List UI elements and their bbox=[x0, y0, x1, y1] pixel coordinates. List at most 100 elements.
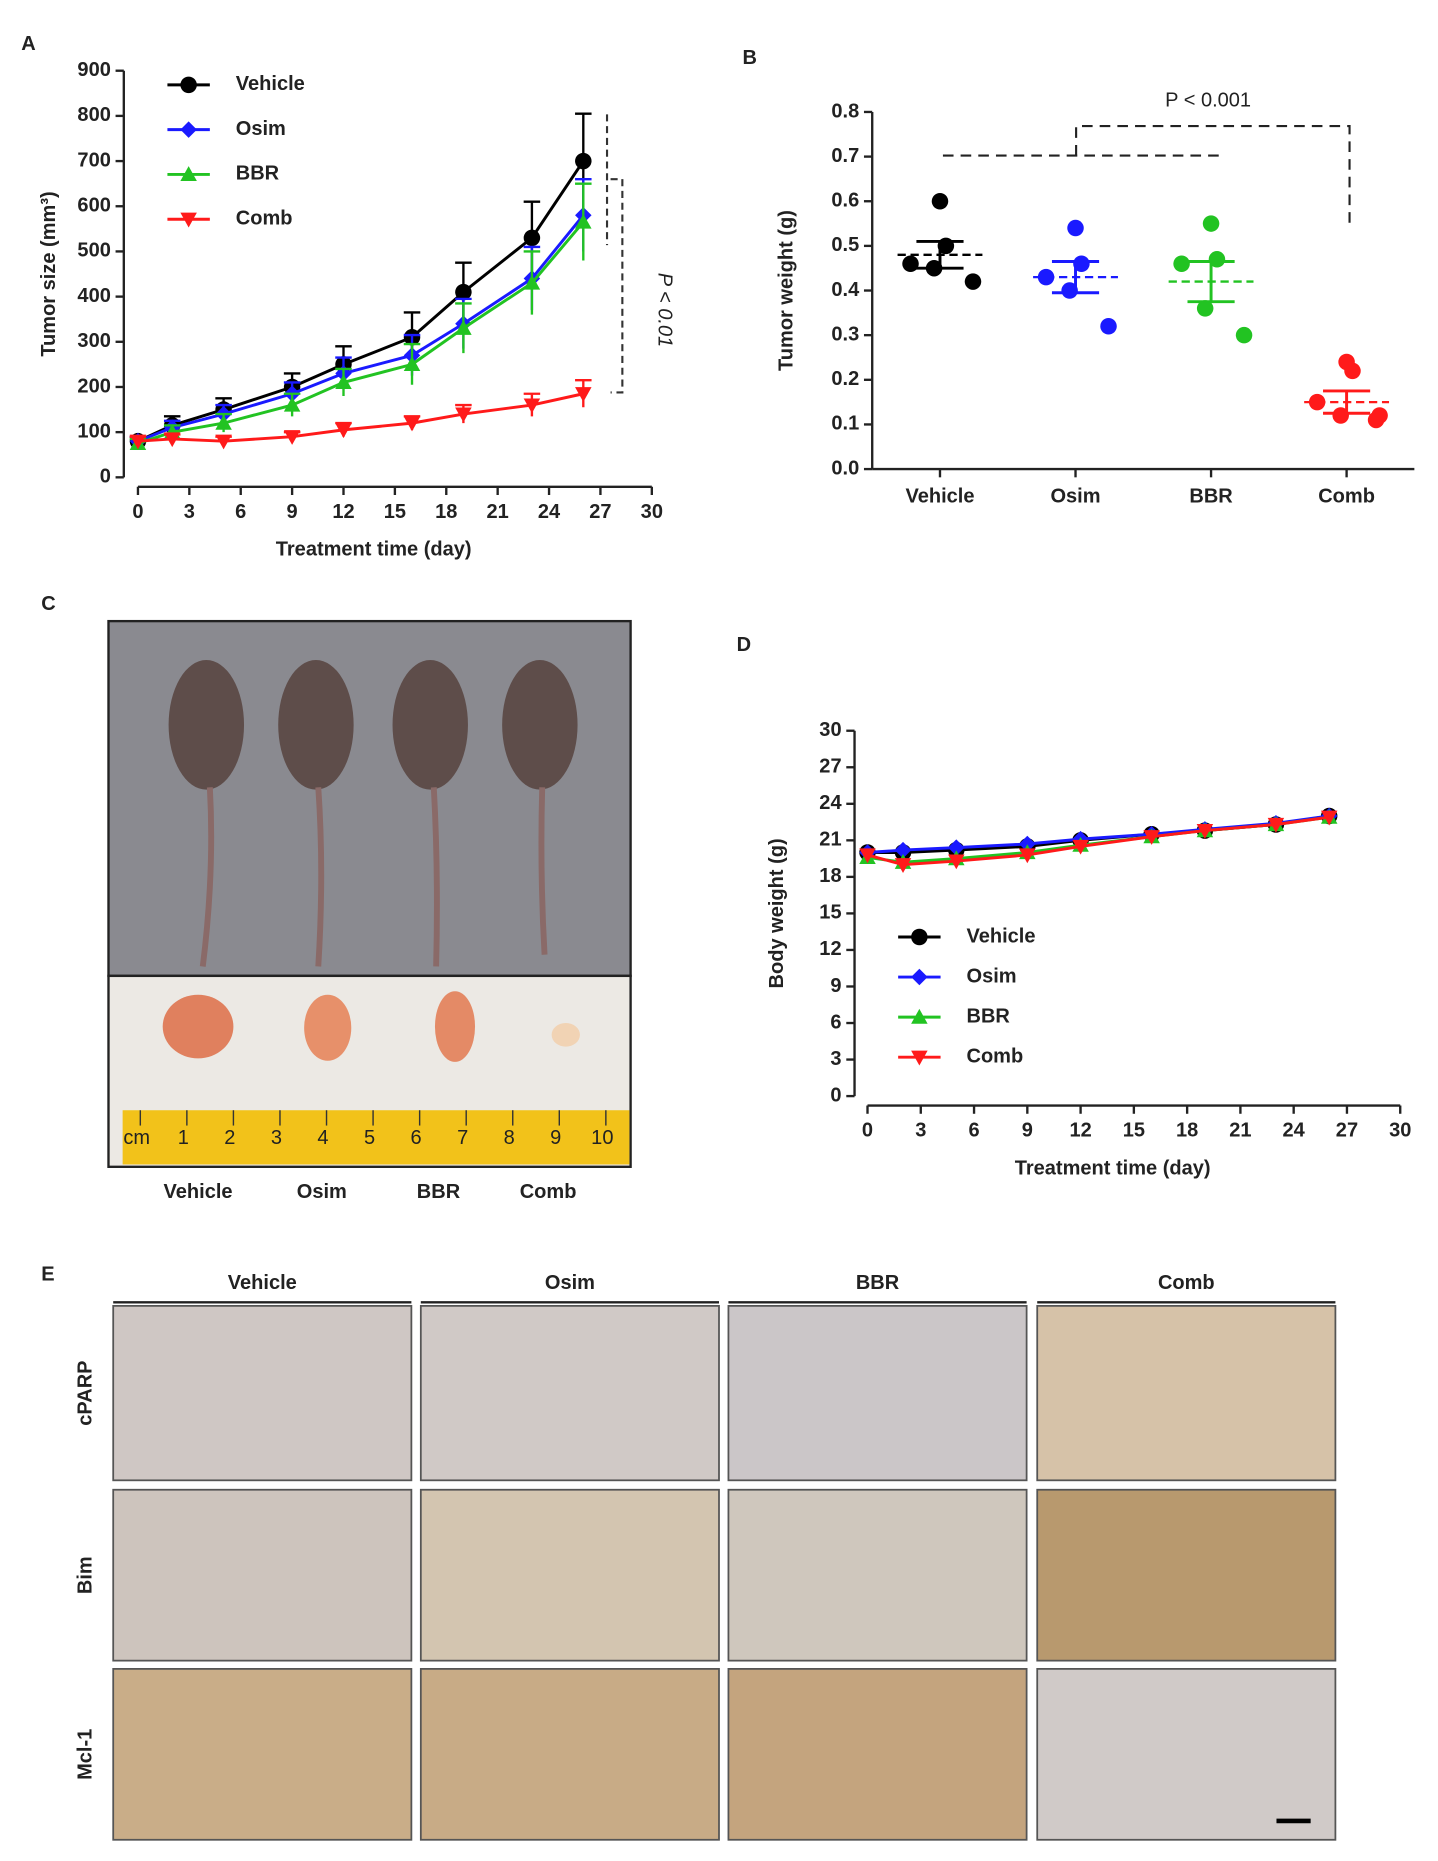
marker bbox=[911, 1008, 928, 1024]
y-tick-label: 0.3 bbox=[831, 323, 859, 345]
x-tick-label: Comb bbox=[1318, 486, 1375, 508]
p-value: P < 0.001 bbox=[1165, 90, 1251, 112]
p-value: P < 0.01 bbox=[653, 273, 675, 347]
marker bbox=[335, 374, 352, 390]
data-point bbox=[1061, 282, 1078, 299]
data-point bbox=[1202, 215, 1220, 232]
x-tick-label: 6 bbox=[235, 501, 246, 523]
group-label: BBR bbox=[417, 1181, 461, 1203]
marker bbox=[523, 274, 541, 290]
marker bbox=[1019, 835, 1036, 853]
row-label: cPARP bbox=[74, 1360, 96, 1425]
marker bbox=[948, 854, 965, 870]
data-point bbox=[1100, 317, 1117, 335]
marker bbox=[1320, 810, 1338, 826]
marker bbox=[575, 152, 592, 170]
panel-letter: C bbox=[41, 593, 55, 615]
ruler-label: 3 bbox=[271, 1127, 282, 1149]
marker bbox=[403, 416, 421, 432]
marker bbox=[129, 434, 147, 450]
y-tick-label: 0.8 bbox=[831, 100, 859, 122]
panel-letter: E bbox=[41, 1264, 54, 1286]
ruler-label: 6 bbox=[411, 1127, 422, 1149]
ihc-tile bbox=[419, 1304, 720, 1482]
y-axis-label: Tumor weight (g) bbox=[776, 210, 798, 371]
marker bbox=[894, 841, 912, 859]
data-point bbox=[1367, 411, 1385, 429]
data-point bbox=[964, 273, 982, 290]
y-tick-label: 300 bbox=[77, 330, 110, 352]
y-tick-label: 200 bbox=[77, 375, 110, 397]
y-tick-label: 0.0 bbox=[831, 457, 859, 479]
y-tick-label: 30 bbox=[819, 719, 841, 741]
data-point bbox=[931, 192, 949, 210]
data-point bbox=[1208, 251, 1226, 268]
legend-label: Vehicle bbox=[236, 73, 305, 95]
y-tick-label: 0 bbox=[830, 1084, 841, 1106]
row-label: Mcl-1 bbox=[74, 1729, 96, 1780]
x-tick-label: BBR bbox=[1189, 486, 1233, 508]
marker bbox=[894, 858, 912, 873]
y-tick-label: 0.7 bbox=[831, 145, 859, 167]
y-tick-label: 0.6 bbox=[831, 190, 859, 212]
panel-letter: D bbox=[737, 634, 751, 656]
data-point bbox=[1073, 255, 1090, 272]
marker bbox=[575, 213, 592, 229]
y-tick-label: 24 bbox=[819, 792, 842, 814]
y-tick-label: 800 bbox=[77, 104, 110, 126]
marker bbox=[180, 76, 197, 94]
x-tick-label: 18 bbox=[435, 501, 457, 523]
group-label: Comb bbox=[520, 1181, 577, 1203]
panel-letter: B bbox=[743, 47, 757, 69]
y-tick-label: 21 bbox=[819, 829, 841, 851]
marker bbox=[575, 387, 592, 402]
column-header: BBR bbox=[856, 1272, 900, 1294]
y-tick-label: 500 bbox=[77, 240, 110, 262]
row-label: Bim bbox=[74, 1556, 96, 1594]
y-tick-label: 15 bbox=[819, 902, 841, 924]
legend-label: BBR bbox=[236, 163, 280, 185]
y-tick-label: 3 bbox=[830, 1048, 841, 1070]
marker bbox=[215, 414, 232, 430]
x-tick-label: 27 bbox=[1336, 1120, 1358, 1142]
marker bbox=[283, 396, 301, 412]
marker bbox=[335, 423, 352, 439]
ruler-label: 1 bbox=[178, 1127, 189, 1149]
marker bbox=[1267, 817, 1285, 833]
marker bbox=[455, 283, 472, 301]
ihc-tile bbox=[1036, 1304, 1337, 1482]
marker bbox=[163, 432, 181, 448]
ruler-label: 8 bbox=[504, 1127, 515, 1149]
marker bbox=[911, 928, 928, 946]
x-tick-label: 15 bbox=[384, 501, 406, 523]
x-tick-label: 9 bbox=[287, 501, 298, 523]
series-line bbox=[137, 221, 585, 445]
group-label: Vehicle bbox=[164, 1181, 233, 1203]
ihc-tile bbox=[727, 1668, 1028, 1841]
x-tick-label: 21 bbox=[487, 501, 509, 523]
x-tick-label: 3 bbox=[184, 501, 195, 523]
marker bbox=[455, 319, 472, 335]
sem-bar bbox=[1051, 260, 1100, 295]
data-point bbox=[1344, 362, 1361, 380]
x-tick-label: 27 bbox=[589, 501, 611, 523]
y-tick-label: 0 bbox=[100, 466, 111, 488]
sem-bar bbox=[916, 239, 964, 270]
marker bbox=[180, 166, 197, 182]
legend-label: Osim bbox=[967, 965, 1017, 987]
legend-label: Comb bbox=[236, 208, 293, 230]
ihc-tile bbox=[1036, 1668, 1337, 1841]
y-tick-label: 100 bbox=[77, 420, 110, 442]
legend-label: Osim bbox=[236, 118, 286, 140]
x-tick-label: 3 bbox=[915, 1120, 926, 1142]
x-tick-label: 24 bbox=[1283, 1120, 1306, 1142]
x-tick-label: 30 bbox=[1389, 1120, 1411, 1142]
x-tick-label: 0 bbox=[862, 1120, 873, 1142]
marker bbox=[948, 839, 965, 856]
ihc-tile bbox=[419, 1668, 720, 1841]
x-tick-label: 0 bbox=[132, 501, 143, 523]
legend-label: BBR bbox=[967, 1005, 1011, 1027]
marker bbox=[455, 407, 472, 423]
